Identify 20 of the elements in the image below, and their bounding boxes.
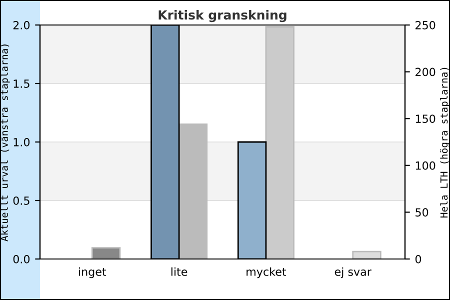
x-tick-label: inget bbox=[79, 267, 106, 278]
y-tick-label: 1.5 bbox=[14, 80, 30, 88]
y2-tick-label: 200 bbox=[416, 68, 436, 76]
x-tick-label: ej svar bbox=[334, 267, 372, 278]
x-tick-label: mycket bbox=[246, 267, 286, 278]
y2-tick-label: 100 bbox=[416, 161, 436, 170]
y-tick-label: 0.0 bbox=[13, 254, 30, 264]
y-axis-title: Aktuellt urval (vänstra staplarna) bbox=[0, 44, 10, 242]
y2-tick-label: 250 bbox=[416, 20, 436, 30]
y-tick-label: 2.0 bbox=[13, 20, 30, 30]
y-tick-label: 1.0 bbox=[14, 138, 30, 146]
y2-tick-label: 0 bbox=[415, 254, 422, 264]
y2-tick-label: 150 bbox=[416, 114, 436, 123]
y2-tick-label: 50 bbox=[416, 208, 428, 217]
y-tick-label: 0.5 bbox=[13, 196, 30, 205]
x-tick-label: lite bbox=[171, 267, 188, 276]
y2-axis-title: Hela LTH (högra staplarna) bbox=[440, 68, 450, 218]
chart-title: Kritisk granskning bbox=[158, 10, 286, 22]
bar bbox=[352, 250, 382, 259]
bar bbox=[91, 247, 121, 259]
